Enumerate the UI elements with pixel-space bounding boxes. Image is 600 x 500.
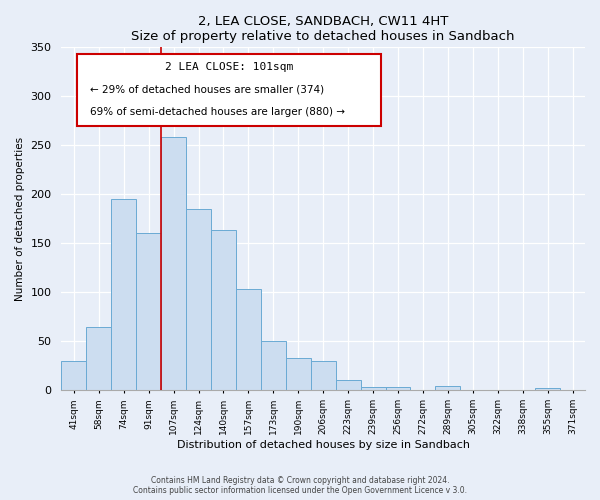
Text: Contains HM Land Registry data © Crown copyright and database right 2024.
Contai: Contains HM Land Registry data © Crown c… [133, 476, 467, 495]
Bar [335, 380, 361, 390]
X-axis label: Distribution of detached houses by size in Sandbach: Distribution of detached houses by size … [177, 440, 470, 450]
Text: 2 LEA CLOSE: 101sqm: 2 LEA CLOSE: 101sqm [165, 62, 293, 72]
Bar [361, 386, 386, 390]
Bar [136, 234, 161, 390]
Bar [161, 137, 186, 390]
Bar [535, 388, 560, 390]
Y-axis label: Number of detached properties: Number of detached properties [15, 136, 25, 300]
Text: ← 29% of detached houses are smaller (374): ← 29% of detached houses are smaller (37… [90, 84, 325, 94]
Bar [61, 361, 86, 390]
Bar [111, 199, 136, 390]
FancyBboxPatch shape [77, 54, 381, 126]
Bar [261, 342, 286, 390]
Bar [311, 361, 335, 390]
Bar [386, 386, 410, 390]
Text: 69% of semi-detached houses are larger (880) →: 69% of semi-detached houses are larger (… [90, 107, 345, 117]
Bar [211, 230, 236, 390]
Bar [436, 386, 460, 390]
Bar [86, 326, 111, 390]
Bar [286, 358, 311, 390]
Bar [186, 209, 211, 390]
Bar [236, 290, 261, 390]
Title: 2, LEA CLOSE, SANDBACH, CW11 4HT
Size of property relative to detached houses in: 2, LEA CLOSE, SANDBACH, CW11 4HT Size of… [131, 15, 515, 43]
